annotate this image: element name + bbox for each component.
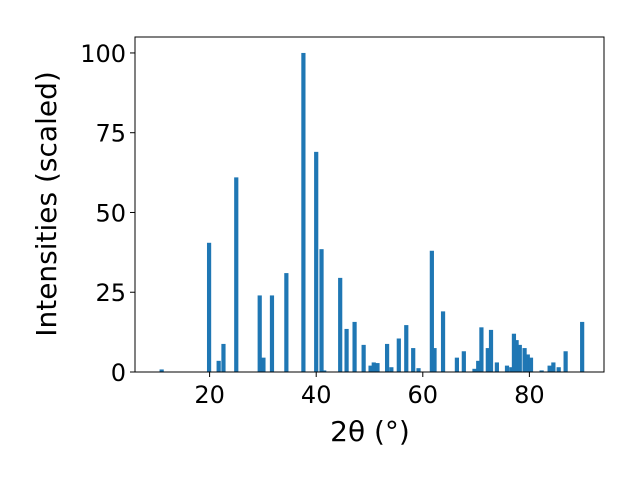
bar bbox=[528, 357, 534, 372]
bar bbox=[514, 340, 519, 372]
bar bbox=[525, 354, 530, 372]
x-axis-title: 2θ (°) bbox=[330, 415, 410, 448]
bar bbox=[375, 363, 380, 372]
x-axis: 20 40 60 80 bbox=[194, 372, 545, 409]
bar bbox=[269, 295, 275, 372]
bar bbox=[511, 333, 517, 372]
y-tick-label: 75 bbox=[95, 120, 126, 148]
y-tick-label: 100 bbox=[80, 40, 126, 68]
x-tick-label: 60 bbox=[408, 381, 439, 409]
bar bbox=[509, 367, 514, 372]
bar bbox=[472, 368, 477, 372]
bar bbox=[216, 360, 221, 372]
bar bbox=[206, 242, 212, 372]
bar bbox=[517, 344, 522, 372]
bar bbox=[352, 321, 357, 372]
y-tick-label: 0 bbox=[111, 359, 126, 387]
bar bbox=[454, 357, 459, 372]
bar bbox=[547, 365, 552, 372]
bar bbox=[504, 365, 510, 372]
x-tick-label: 80 bbox=[514, 381, 545, 409]
bar-series bbox=[159, 52, 585, 372]
bar bbox=[411, 348, 416, 372]
bar bbox=[551, 362, 556, 372]
bar bbox=[522, 348, 527, 372]
bar bbox=[485, 348, 490, 372]
bar bbox=[432, 348, 437, 372]
bar bbox=[580, 321, 585, 372]
bar bbox=[368, 365, 373, 372]
y-axis: 0 25 50 75 100 bbox=[80, 40, 135, 387]
bar bbox=[284, 273, 289, 372]
bar bbox=[344, 328, 349, 372]
bar bbox=[476, 360, 481, 372]
y-tick-label: 25 bbox=[95, 279, 126, 307]
plot-frame bbox=[134, 36, 605, 373]
y-axis-title: Intensities (scaled) bbox=[30, 71, 63, 337]
x-tick-label: 20 bbox=[194, 381, 225, 409]
plot-area bbox=[135, 37, 604, 372]
bar bbox=[488, 329, 494, 372]
bar bbox=[159, 369, 164, 372]
bar bbox=[221, 343, 226, 372]
bar bbox=[563, 351, 568, 372]
bar bbox=[440, 311, 446, 372]
bar bbox=[361, 344, 366, 372]
bar bbox=[301, 52, 306, 372]
bar bbox=[322, 370, 327, 372]
bar bbox=[479, 327, 484, 372]
bar bbox=[314, 151, 319, 372]
bar bbox=[319, 249, 324, 372]
bar bbox=[234, 177, 239, 372]
bar bbox=[261, 357, 266, 372]
bar bbox=[416, 368, 421, 372]
bar bbox=[556, 367, 561, 372]
bar bbox=[429, 250, 434, 372]
bar bbox=[338, 277, 343, 372]
bar bbox=[384, 343, 390, 372]
bar bbox=[371, 362, 376, 372]
bar bbox=[494, 362, 499, 372]
y-tick-label: 50 bbox=[95, 199, 126, 227]
bar bbox=[389, 367, 394, 372]
bar bbox=[257, 295, 262, 372]
x-tick-label: 40 bbox=[301, 381, 332, 409]
bar bbox=[539, 370, 544, 372]
bar bbox=[396, 338, 401, 372]
bar bbox=[404, 325, 409, 372]
bar bbox=[461, 351, 466, 372]
